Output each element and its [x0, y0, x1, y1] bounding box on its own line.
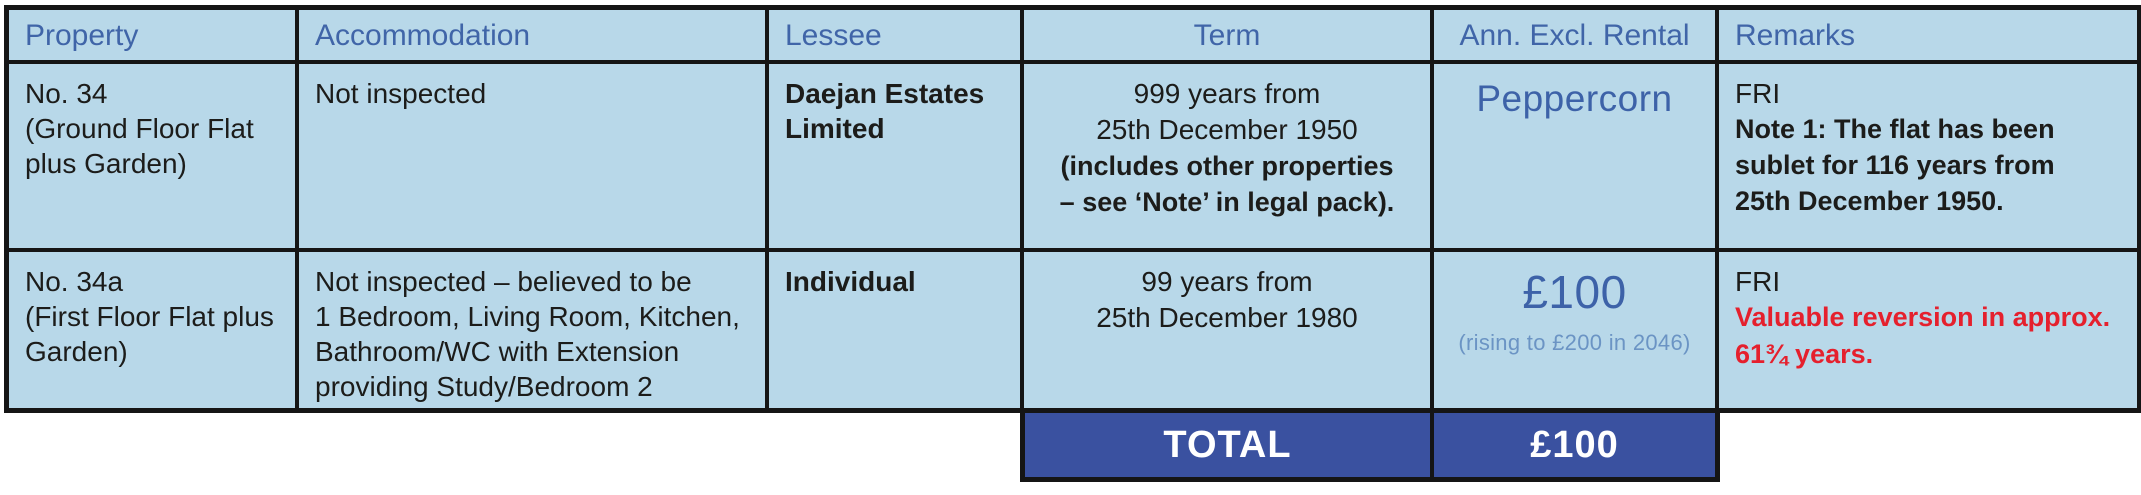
header-rental: Ann. Excl. Rental [1434, 10, 1715, 60]
row2-rental-cell: £100 (rising to £200 in 2046) [1434, 252, 1715, 408]
header-property: Property [9, 10, 295, 60]
row1-lessee-cell: Daejan Estates Limited [769, 64, 1020, 248]
total-value-cell: £100 [1434, 413, 1715, 477]
row2-rental-value: £100 [1522, 266, 1627, 318]
row1-remarks-cell: FRI Note 1: The flat has been sublet for… [1719, 64, 2137, 248]
row1-term-note: (includes other properties – see ‘Note’ … [1059, 151, 1395, 217]
header-term: Term [1024, 10, 1430, 60]
row2-rental-review-note: (rising to £200 in 2046) [1458, 330, 1691, 355]
row2-remarks-cell: FRI Valuable reversion in approx. 61¾ ye… [1719, 252, 2137, 408]
row1-remarks-note: Note 1: The flat has been sublet for 116… [1735, 114, 2055, 216]
row2-remarks-alert: Valuable reversion in approx. 61¾ years. [1735, 302, 2111, 369]
row2-term-cell: 99 years from 25th December 1980 [1024, 252, 1430, 408]
row2-accommodation-cell: Not inspected – believed to be 1 Bedroom… [299, 252, 765, 408]
total-label-cell: TOTAL [1025, 413, 1430, 477]
total-band: TOTAL £100 [1020, 408, 1720, 482]
row1-rental-value: Peppercorn [1476, 78, 1673, 119]
row2-remarks-text: FRI [1735, 266, 1781, 297]
row2-lessee-cell: Individual [769, 252, 1020, 408]
header-accommodation: Accommodation [299, 10, 765, 60]
header-remarks: Remarks [1719, 10, 2137, 60]
row1-remarks-text: FRI [1735, 78, 1781, 109]
tenancy-table: Property Accommodation Lessee Term Ann. … [4, 5, 2141, 413]
row1-accommodation-cell: Not inspected [299, 64, 765, 248]
row1-property-cell: No. 34 (Ground Floor Flat plus Garden) [9, 64, 295, 248]
row1-rental-cell: Peppercorn [1434, 64, 1715, 248]
row1-term-text: 999 years from 25th December 1950 [1096, 78, 1358, 145]
row2-term-text: 99 years from 25th December 1980 [1096, 266, 1358, 333]
header-lessee: Lessee [769, 10, 1020, 60]
row2-property-cell: No. 34a (First Floor Flat plus Garden) [9, 252, 295, 408]
row1-term-cell: 999 years from 25th December 1950 (inclu… [1024, 64, 1430, 248]
